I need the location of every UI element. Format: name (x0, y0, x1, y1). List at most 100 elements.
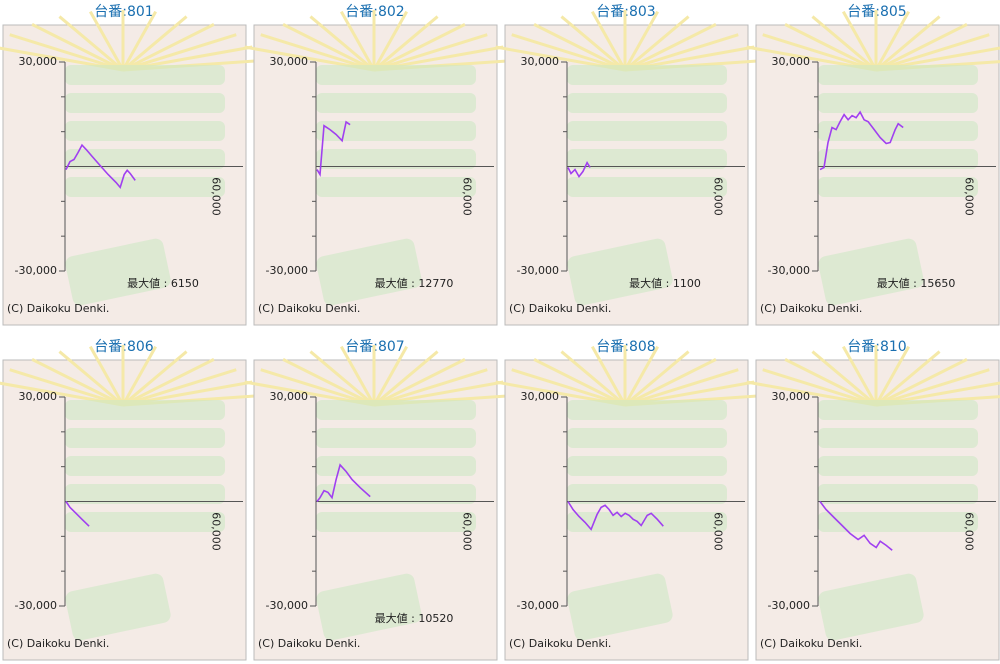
decor-box (65, 400, 225, 420)
decor-ray (340, 10, 376, 71)
x-tick-label: 60,000 (209, 512, 222, 551)
decor-ray (533, 358, 626, 407)
decor-box (567, 400, 727, 420)
decor-ray (309, 15, 375, 72)
copyright: (C) Daikoku Denki. (760, 302, 862, 315)
decor-ray (624, 358, 717, 407)
max-annotation: 最大値 : 1100 (629, 276, 701, 290)
decor-box (65, 149, 225, 169)
decor-box (65, 93, 225, 113)
data-line (819, 110, 904, 171)
decor-ray (340, 345, 376, 406)
y-tick-label: 30,000 (521, 390, 560, 403)
decor-box (567, 149, 727, 169)
decor-ray (875, 368, 990, 407)
decor-box (567, 512, 727, 532)
data-line (567, 161, 591, 179)
x-tick-label: 60,000 (711, 512, 724, 551)
decor-tray (567, 238, 673, 306)
decor-box (818, 512, 978, 532)
decor-ray (784, 23, 877, 72)
decor-ray (122, 23, 215, 72)
decor-ray (373, 33, 488, 72)
decor-box (818, 484, 978, 504)
decor-box (818, 428, 978, 448)
copyright: (C) Daikoku Denki. (509, 302, 611, 315)
data-line (819, 501, 893, 551)
decor-box (65, 456, 225, 476)
decor-ray (784, 358, 877, 407)
decor-ray (122, 358, 215, 407)
decor-ray (58, 350, 124, 407)
decor-box (316, 65, 476, 85)
max-annotation: 最大値 : 10520 (375, 611, 454, 625)
decor-box (65, 177, 225, 197)
y-tick-label: 30,000 (270, 55, 309, 68)
decor-ray (842, 345, 878, 406)
x-tick-label: 60,000 (711, 177, 724, 216)
copyright: (C) Daikoku Denki. (7, 302, 109, 315)
decor-ray (309, 350, 375, 407)
decor-ray (624, 15, 690, 72)
decor-box (65, 484, 225, 504)
decor-box (818, 456, 978, 476)
decor-ray (122, 368, 237, 407)
decor-ray (560, 350, 626, 407)
copyright: (C) Daikoku Denki. (258, 637, 360, 650)
decor-ray (122, 350, 188, 407)
decor-ray (58, 15, 124, 72)
y-tick-label: 30,000 (19, 390, 58, 403)
y-tick-label: 30,000 (270, 390, 309, 403)
decor-ray (533, 23, 626, 72)
y-tick-label: 30,000 (19, 55, 58, 68)
x-tick-label: 60,000 (962, 512, 975, 551)
decor-box (567, 121, 727, 141)
decor-box (818, 400, 978, 420)
y-tick-label: 30,000 (772, 390, 811, 403)
decor-ray (623, 345, 659, 406)
max-annotation: 最大値 : 12770 (375, 276, 454, 290)
decor-box (818, 177, 978, 197)
x-tick-label: 60,000 (460, 177, 473, 216)
y-tick-label: -30,000 (517, 264, 559, 277)
decor-ray (811, 15, 877, 72)
decor-ray (121, 10, 157, 71)
decor-box (316, 177, 476, 197)
decor-box (65, 428, 225, 448)
copyright: (C) Daikoku Denki. (258, 302, 360, 315)
decor-box (818, 93, 978, 113)
copyright: (C) Daikoku Denki. (509, 637, 611, 650)
decor-ray (122, 15, 188, 72)
y-tick-label: -30,000 (15, 264, 57, 277)
decor-ray (762, 368, 877, 407)
decor-tray (65, 238, 171, 306)
data-line (65, 143, 136, 190)
decor-box (818, 65, 978, 85)
decor-box (316, 484, 476, 504)
decor-ray (373, 15, 439, 72)
decor-box (316, 121, 476, 141)
x-tick-label: 60,000 (962, 177, 975, 216)
copyright: (C) Daikoku Denki. (760, 637, 862, 650)
decor-ray (89, 10, 125, 71)
decor-box (818, 121, 978, 141)
decor-ray (282, 23, 375, 72)
decor-box (818, 149, 978, 169)
decor-ray (875, 358, 968, 407)
decor-ray (875, 350, 941, 407)
decor-tray (818, 573, 924, 641)
decor-ray (811, 350, 877, 407)
decor-box (316, 512, 476, 532)
decor-ray (624, 368, 739, 407)
y-tick-label: 30,000 (521, 55, 560, 68)
decor-ray (260, 368, 375, 407)
decor-ray (624, 23, 717, 72)
decor-box (316, 149, 476, 169)
decor-ray (31, 23, 124, 72)
